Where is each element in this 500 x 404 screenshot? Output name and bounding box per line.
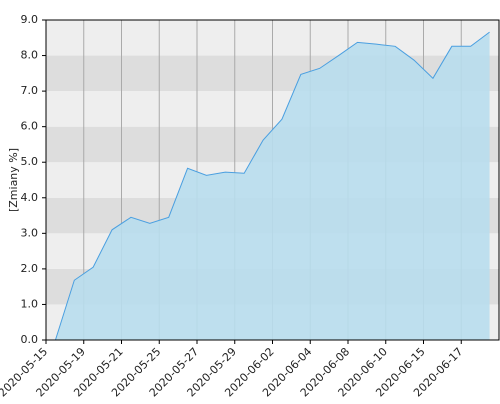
y-tick-label: 6.0 [21, 120, 39, 133]
y-tick-label: 3.0 [21, 226, 39, 239]
line [54, 31, 490, 341]
area [55, 32, 490, 340]
y-tick-label: 0.0 [21, 333, 39, 346]
y-axis-label: [Zmiany %] [7, 148, 20, 212]
y-tick-label: 7.0 [21, 84, 39, 97]
y-tick-label: 9.0 [21, 13, 39, 26]
plot-border [45, 19, 500, 341]
y-tick-label: 1.0 [21, 297, 39, 310]
y-tick-label: 5.0 [21, 155, 39, 168]
y-tick-label: 8.0 [21, 49, 39, 62]
y-tick-label: 4.0 [21, 191, 39, 204]
y-tick-label: 2.0 [21, 262, 39, 275]
